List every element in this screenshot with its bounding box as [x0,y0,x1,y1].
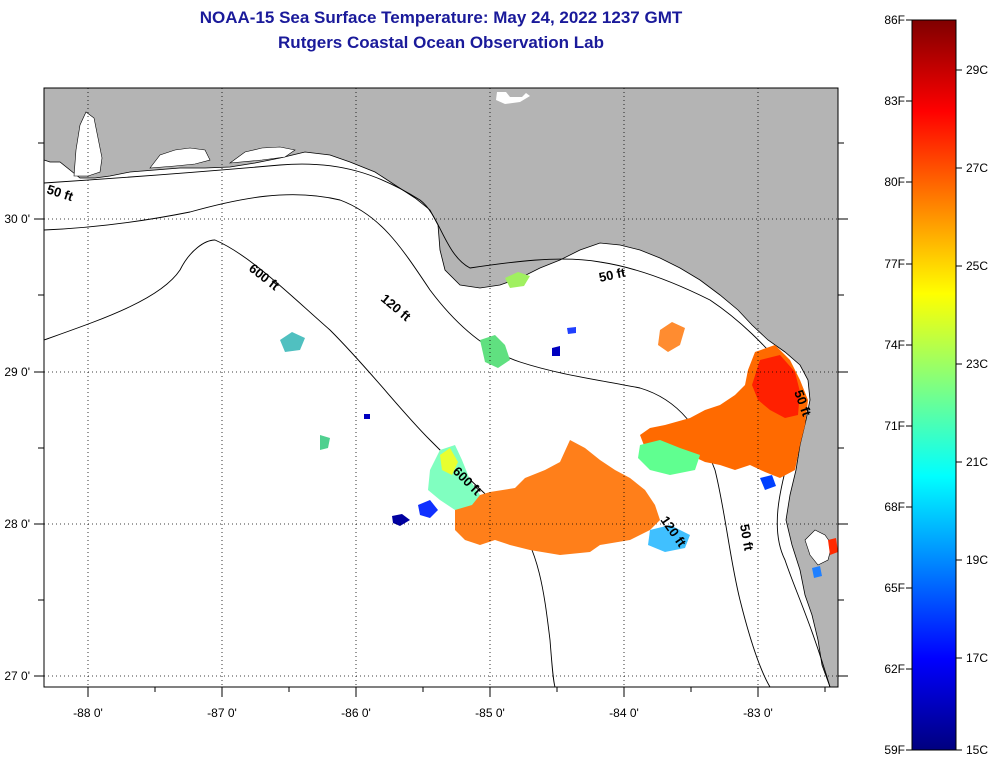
sst-patch-lightblue-se [648,525,690,552]
colorbar-label-f: 71F [884,419,905,433]
sst-patch-red-coast [828,538,838,555]
contour-120ft [44,194,771,687]
colorbar [911,19,957,751]
sst-patch-blue-dot-1 [364,414,370,419]
contour-600ft [44,239,556,687]
map-title: NOAA-15 Sea Surface Temperature: May 24,… [199,8,683,27]
colorbar-label-c: 17C [966,651,988,665]
colorbar-label-f: 59F [884,743,905,757]
colorbar-label-f: 62F [884,662,905,676]
colorbar-label-c: 25C [966,259,988,273]
lon-tick-label: -83 0' [743,706,773,720]
colorbar-label-c: 21C [966,455,988,469]
contour-label: 50 ft [737,523,757,553]
colorbar-label-f: 86F [884,13,905,27]
sst-patch-green-n [480,335,510,368]
colorbar-label-f: 65F [884,581,905,595]
white-spot [496,92,530,104]
colorbar-label-f: 83F [884,94,905,108]
colorbar-label-c: 29C [966,63,988,77]
lon-tick-label: -88 0' [73,706,103,720]
sst-data [280,272,838,578]
colorbar-label-c: 19C [966,553,988,567]
map-subtitle: Rutgers Coastal Ocean Observation Lab [278,33,604,52]
sst-patch-blue-dot-3 [567,327,576,334]
colorbar-label-c: 15C [966,743,988,757]
contour-label: 50 ft [598,265,628,285]
choctawhatchee-bay [228,146,296,164]
colorbar-label-f: 80F [884,175,905,189]
colorbar-label-f: 74F [884,338,905,352]
sst-patch-east-hot [752,355,800,418]
sst-patch-green-west [280,332,305,352]
colorbar-label-f: 77F [884,257,905,271]
sst-patch-orange-ne [658,322,685,352]
sst-patch-green-mid [320,435,330,450]
lon-tick-label: -85 0' [475,706,505,720]
contour-50ft [44,163,831,687]
lat-tick-label: 30 0' [4,212,30,226]
sst-patch-yellow [440,448,458,475]
lat-tick-label: 29 0' [4,365,30,379]
sst-patch-blue-east [760,475,776,490]
lon-tick-label: -84 0' [609,706,639,720]
sst-patch-central-warm [455,440,660,555]
lon-tick-label: -86 0' [341,706,371,720]
colorbar-label-f: 68F [884,500,905,514]
land-mass [44,88,838,687]
sst-patch-blue-dot-2 [552,346,560,356]
sst-patch-blue-coast [812,566,822,578]
lon-tick-label: -87 0' [207,706,237,720]
colorbar-label-c: 27C [966,161,988,175]
sst-patch-blue-sw [418,500,438,518]
sst-patch-greenyellow-ne [505,272,530,288]
sst-patch-navy-sw [392,514,410,526]
colorbar-label-c: 23C [966,357,988,371]
lat-tick-label: 27 0' [4,669,30,683]
sst-patch-mixed-east [638,440,700,475]
pensacola-bay [149,147,211,169]
lat-tick-label: 28 0' [4,517,30,531]
